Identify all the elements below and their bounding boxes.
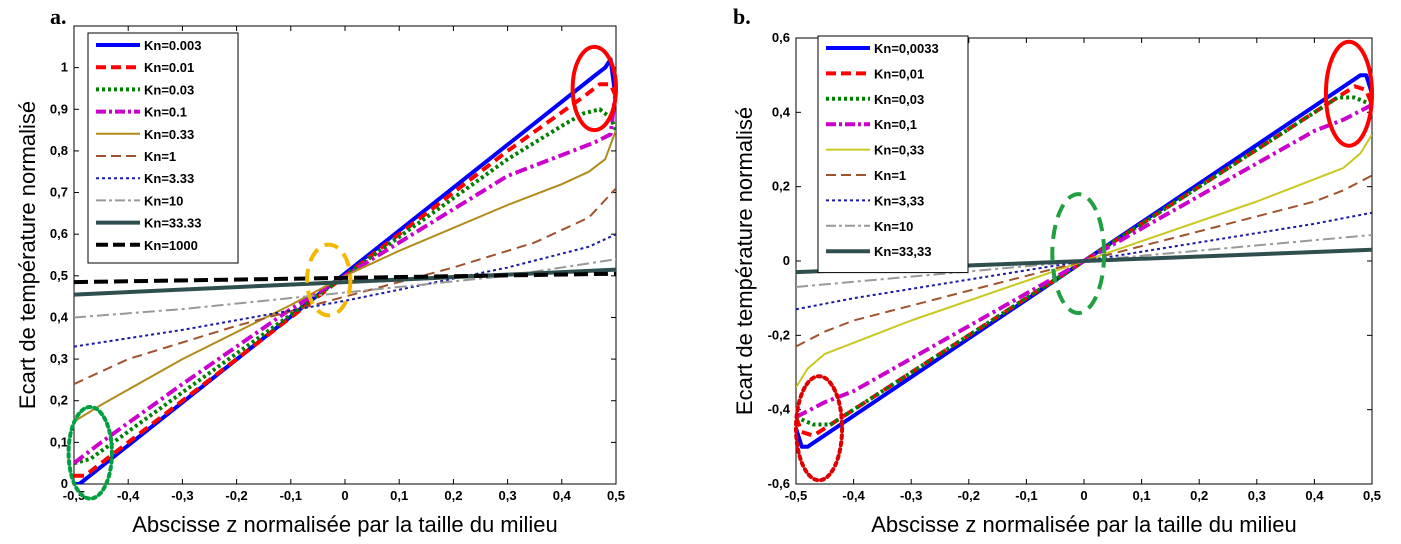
legend-label-5: Kn=0,33 bbox=[874, 143, 924, 158]
x-tick-label: -0,3 bbox=[900, 488, 922, 503]
panel-a: a.-0,5 -0,4 -0,3 -0,2 -0,1 0 0,1 0,2 0,3 0,4 0,500… bbox=[15, 4, 625, 537]
legend-label-3: Kn=0.03 bbox=[144, 82, 194, 97]
legend-label-2: Kn=0,01 bbox=[874, 66, 924, 81]
panel-label: b. bbox=[733, 4, 751, 29]
x-tick-label: 0,4 bbox=[553, 488, 572, 503]
y-tick-label: 0,4 bbox=[50, 309, 69, 324]
x-tick-label: 0,2 bbox=[1190, 488, 1208, 503]
legend-label-4: Kn=0,1 bbox=[874, 117, 917, 132]
x-tick-label: 0 bbox=[341, 488, 348, 503]
x-tick-label: -0,4 bbox=[842, 488, 865, 503]
x-tick-label: 0,3 bbox=[499, 488, 517, 503]
legend-label-5: Kn=0.33 bbox=[144, 127, 194, 142]
y-tick-label: 0,3 bbox=[50, 351, 68, 366]
legend-label-9: Kn=33,33 bbox=[874, 244, 931, 259]
legend-label-7: Kn=3.33 bbox=[144, 171, 194, 186]
legend-label-6: Kn=1 bbox=[874, 168, 906, 183]
y-tick-label: 0,2 bbox=[50, 393, 68, 408]
x-tick-label: -0,1 bbox=[1015, 488, 1037, 503]
legend-label-7: Kn=3,33 bbox=[874, 193, 924, 208]
y-tick-label: -0,6 bbox=[768, 476, 790, 491]
legend-label-3: Kn=0,03 bbox=[874, 92, 924, 107]
panel-label: a. bbox=[50, 4, 67, 29]
y-tick-label: -0,2 bbox=[768, 327, 790, 342]
y-tick-label: 1 bbox=[61, 60, 68, 75]
y-tick-label: 0,6 bbox=[772, 30, 790, 45]
y-tick-label: 0,8 bbox=[50, 143, 68, 158]
x-axis-label: Abscisse z normalisée par la taille du m… bbox=[132, 512, 558, 537]
y-tick-label: 0,2 bbox=[772, 179, 790, 194]
y-tick-label: 0 bbox=[783, 253, 790, 268]
legend-label-1: Kn=0.003 bbox=[144, 38, 201, 53]
x-tick-label: -0,3 bbox=[171, 488, 193, 503]
x-tick-label: 0,3 bbox=[1248, 488, 1266, 503]
legend-label-2: Kn=0.01 bbox=[144, 60, 194, 75]
legend-label-8: Kn=10 bbox=[874, 219, 913, 234]
x-tick-label: 0,2 bbox=[444, 488, 462, 503]
x-tick-label: -0,1 bbox=[280, 488, 302, 503]
y-tick-label: 0,9 bbox=[50, 101, 68, 116]
y-tick-label: 0 bbox=[61, 476, 68, 491]
panel-b: b.-0,5 -0,4 -0,3 -0,2 -0,1 0 0,1 0,2 0,3 0,4 0,5-0… bbox=[732, 4, 1381, 537]
x-tick-label: 0,4 bbox=[1305, 488, 1324, 503]
x-tick-label: 0,1 bbox=[1133, 488, 1151, 503]
x-tick-label: -0,4 bbox=[117, 488, 140, 503]
x-tick-label: -0,2 bbox=[225, 488, 247, 503]
y-tick-label: -0,4 bbox=[768, 402, 791, 417]
legend-label-9: Kn=33.33 bbox=[144, 216, 201, 231]
x-tick-label: -0,2 bbox=[958, 488, 980, 503]
legend-label-8: Kn=10 bbox=[144, 193, 183, 208]
y-axis-label: Ecart de température normalisé bbox=[15, 101, 40, 409]
y-tick-label: 0,4 bbox=[772, 104, 791, 119]
legend-label-1: Kn=0,0033 bbox=[874, 41, 939, 56]
x-tick-label: 0 bbox=[1080, 488, 1087, 503]
y-tick-label: 0,5 bbox=[50, 268, 68, 283]
legend-label-6: Kn=1 bbox=[144, 149, 176, 164]
legend-label-10: Kn=1000 bbox=[144, 238, 198, 253]
y-tick-label: 0,6 bbox=[50, 226, 68, 241]
y-tick-label: 0,1 bbox=[50, 434, 68, 449]
x-tick-label: 0,1 bbox=[390, 488, 408, 503]
y-tick-label: 0,7 bbox=[50, 185, 68, 200]
x-tick-label: 0,5 bbox=[607, 488, 625, 503]
x-tick-label: 0,5 bbox=[1363, 488, 1381, 503]
y-axis-label: Ecart de température normalisé bbox=[732, 107, 757, 415]
x-axis-label: Abscisse z normalisée par la taille du m… bbox=[871, 512, 1297, 537]
legend-label-4: Kn=0.1 bbox=[144, 105, 187, 120]
